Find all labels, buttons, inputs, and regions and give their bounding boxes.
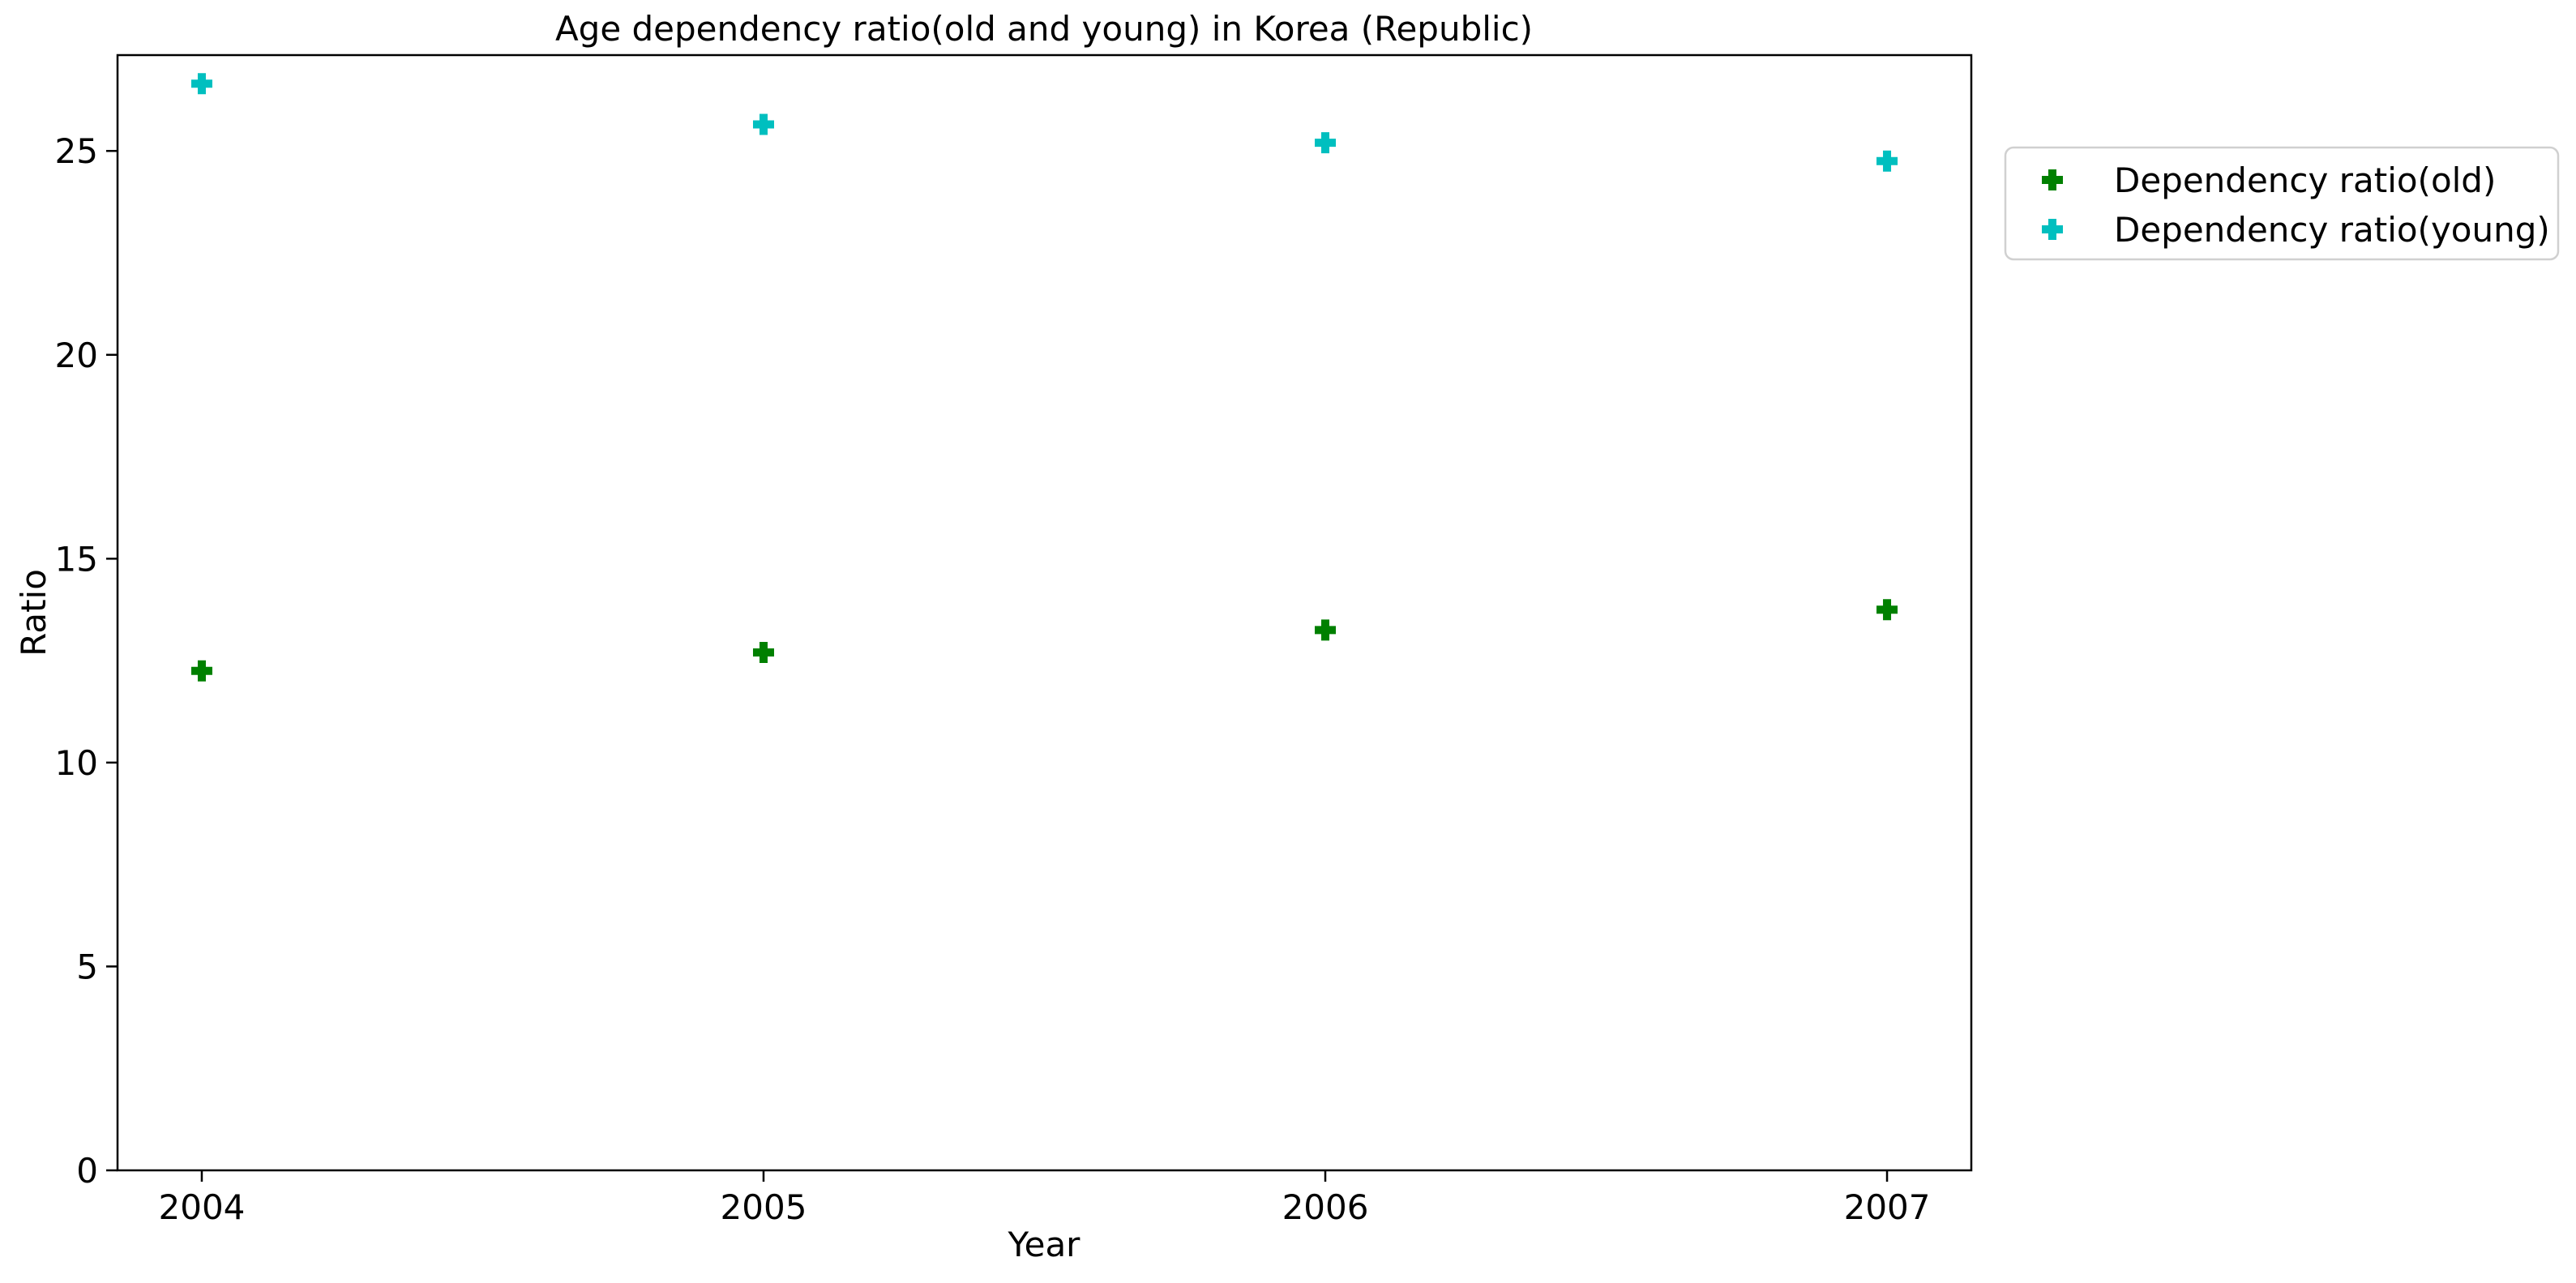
x-axis-label: Year bbox=[1008, 1225, 1081, 1264]
y-tick-label: 25 bbox=[55, 131, 98, 171]
data-point bbox=[1876, 599, 1898, 621]
series-layer bbox=[190, 73, 1898, 682]
y-tick-label: 10 bbox=[55, 743, 98, 783]
data-point bbox=[190, 73, 212, 95]
y-tick-label: 20 bbox=[55, 336, 98, 375]
legend: Dependency ratio(old) Dependency ratio(yo… bbox=[2004, 146, 2560, 261]
data-point bbox=[190, 660, 212, 682]
legend-label: Dependency ratio(young) bbox=[2114, 210, 2550, 250]
data-point bbox=[1315, 132, 1337, 154]
plot-frame bbox=[116, 53, 1973, 1172]
legend-marker bbox=[2042, 219, 2063, 240]
plot-area bbox=[116, 53, 1973, 1172]
data-point bbox=[1876, 150, 1898, 172]
data-point bbox=[752, 113, 774, 135]
x-axis: 2004 2005 2006 2007 bbox=[159, 1170, 1931, 1227]
legend-label: Dependency ratio(old) bbox=[2114, 160, 2496, 200]
x-tick-label: 2004 bbox=[159, 1187, 246, 1227]
y-tick-label: 0 bbox=[76, 1151, 98, 1191]
data-point bbox=[1315, 619, 1337, 641]
y-axis: 0 5 10 15 20 25 bbox=[55, 131, 118, 1191]
x-tick-label: 2005 bbox=[721, 1187, 807, 1227]
chart-title: Age dependency ratio(old and young) in K… bbox=[555, 9, 1533, 49]
x-tick-label: 2006 bbox=[1282, 1187, 1369, 1227]
y-tick-label: 5 bbox=[76, 947, 98, 986]
y-tick-label: 15 bbox=[55, 539, 98, 579]
series-young bbox=[190, 73, 1898, 172]
data-point bbox=[752, 642, 774, 664]
y-axis-label: Ratio bbox=[14, 569, 53, 656]
legend-frame bbox=[2004, 146, 2560, 261]
legend-marker bbox=[2042, 169, 2063, 190]
x-tick-label: 2007 bbox=[1844, 1187, 1931, 1227]
series-old bbox=[190, 599, 1898, 682]
